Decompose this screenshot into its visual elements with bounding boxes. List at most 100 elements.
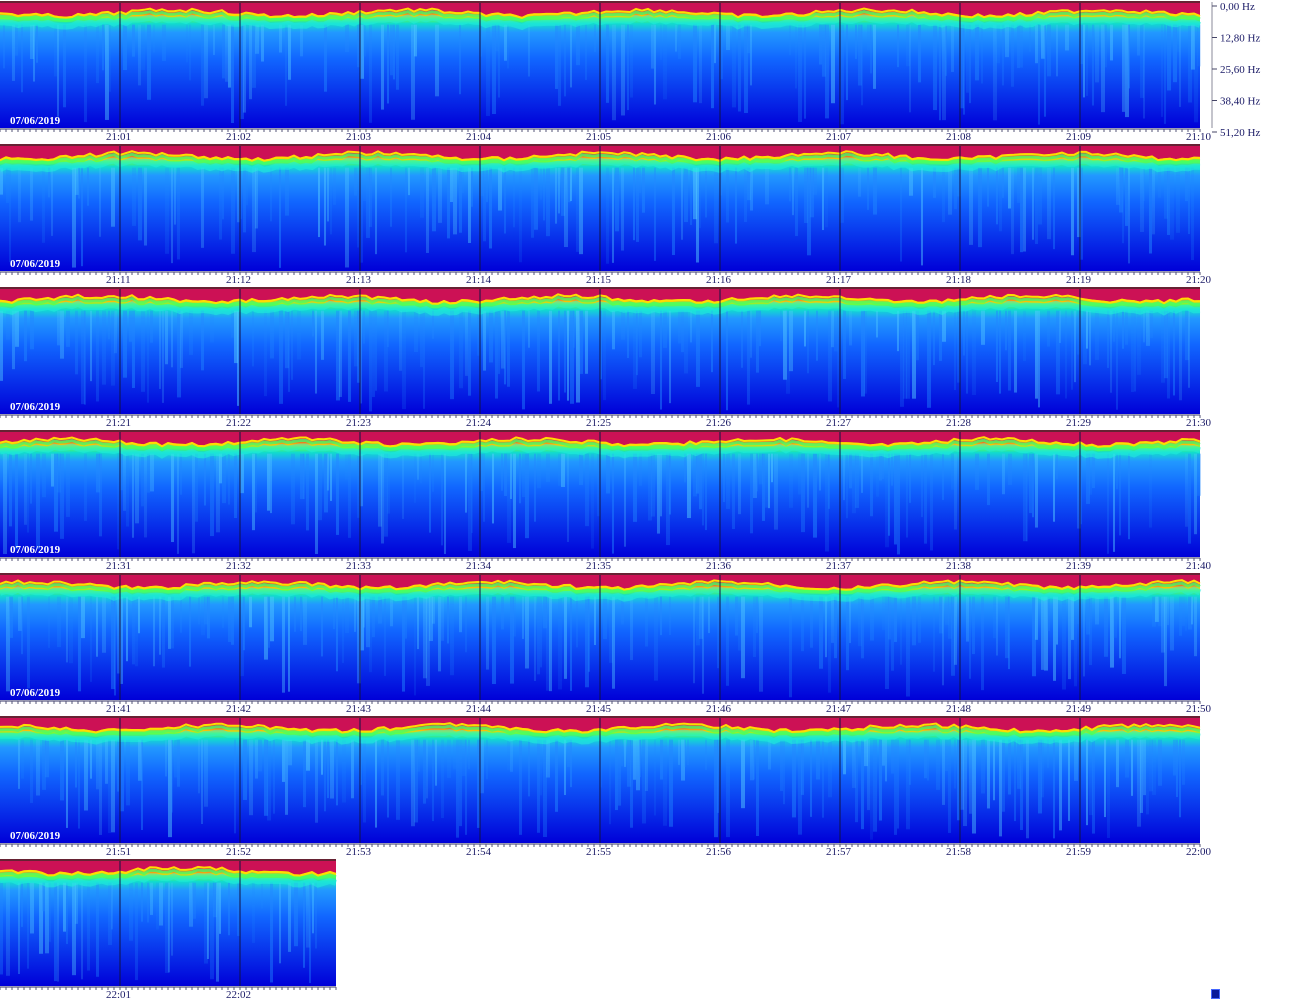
intensity-streak [1119,167,1123,213]
intensity-streak [1014,310,1017,393]
intensity-streak [84,24,87,123]
intensity-streak [546,739,550,778]
intensity-streak [258,739,262,772]
intensity-streak [147,24,151,100]
intensity-streak [1038,167,1042,225]
intensity-streak [1038,310,1040,408]
intensity-streak [942,167,945,223]
intensity-streak [99,739,102,835]
intensity-streak [231,167,235,254]
intensity-streak [87,167,89,206]
intensity-streak [294,596,296,632]
intensity-streak [747,167,751,201]
intensity-streak [132,167,136,226]
intensity-streak [1173,739,1176,776]
intensity-streak [1035,453,1038,528]
time-tick-label: 21:37 [826,560,852,572]
intensity-streak [975,24,979,81]
intensity-streak [1152,739,1156,795]
time-tick-label: 21:20 [1186,274,1212,286]
intensity-streak [627,24,629,111]
intensity-streak [1047,167,1051,240]
intensity-streak [522,310,525,410]
intensity-streak [1002,739,1005,812]
intensity-streak [654,24,656,105]
intensity-streak [636,310,638,376]
intensity-streak [399,310,402,371]
time-tick-label: 21:26 [706,417,732,429]
intensity-streak [1029,24,1031,52]
intensity-streak [351,739,354,799]
intensity-streak [21,596,23,655]
intensity-streak [549,596,552,692]
intensity-streak [483,167,486,242]
intensity-streak [336,596,338,672]
intensity-streak [18,739,20,789]
intensity-streak [669,739,673,827]
intensity-streak [417,453,419,480]
intensity-streak [237,882,240,936]
time-tick-label: 21:34 [466,560,492,572]
intensity-streak [1095,24,1099,83]
intensity-streak [1011,167,1014,255]
intensity-streak [612,310,615,350]
intensity-streak [678,24,681,59]
intensity-streak [822,739,824,818]
intensity-streak [783,739,785,805]
intensity-streak [768,453,770,509]
intensity-streak [468,310,471,396]
intensity-streak [585,24,587,80]
intensity-streak [1047,739,1049,768]
time-tick-label: 21:41 [106,703,131,715]
intensity-streak [507,453,511,543]
frequency-axis: 0,00 Hz 12,80 Hz 25,60 Hz 38,40 Hz 51,20 Hz [1211,1,1260,139]
intensity-streak [1185,310,1189,361]
intensity-streak [147,453,150,493]
time-tick-label: 21:06 [706,131,732,143]
intensity-streak [876,453,879,497]
intensity-streak [222,453,226,504]
intensity-streak [3,453,7,554]
intensity-streak [315,882,317,949]
intensity-streak [390,24,393,76]
intensity-streak [138,739,142,781]
intensity-streak [249,739,253,816]
intensity-streak [423,739,426,804]
intensity-streak [357,310,360,383]
intensity-streak [819,24,822,65]
intensity-streak [558,310,560,401]
intensity-streak [750,24,752,86]
intensity-streak [759,453,763,485]
intensity-streak [165,882,169,973]
intensity-streak [633,310,637,389]
intensity-streak [996,167,998,225]
intensity-streak [426,596,430,686]
intensity-streak [684,453,686,483]
intensity-streak [570,167,572,202]
intensity-streak [861,453,863,493]
time-tick-label: 21:56 [706,846,732,858]
intensity-streak [6,596,10,692]
intensity-streak [1146,310,1150,346]
intensity-streak [207,882,209,959]
intensity-streak [333,167,336,205]
intensity-streak [327,453,329,491]
intensity-streak [579,167,583,255]
high-intensity-band [0,145,1200,160]
intensity-streak [330,739,334,799]
intensity-streak [402,453,404,519]
intensity-streak [249,596,252,628]
intensity-streak [969,596,971,679]
time-tick-label: 21:39 [1066,560,1092,572]
intensity-streak [699,596,703,639]
intensity-streak [54,24,57,77]
intensity-streak [45,882,49,954]
intensity-streak [420,310,423,368]
intensity-streak [213,24,215,56]
intensity-streak [240,24,244,120]
intensity-streak [801,453,805,533]
intensity-streak [993,739,995,801]
time-tick-label: 21:24 [466,417,492,429]
intensity-streak [435,739,437,786]
intensity-streak [81,596,85,639]
